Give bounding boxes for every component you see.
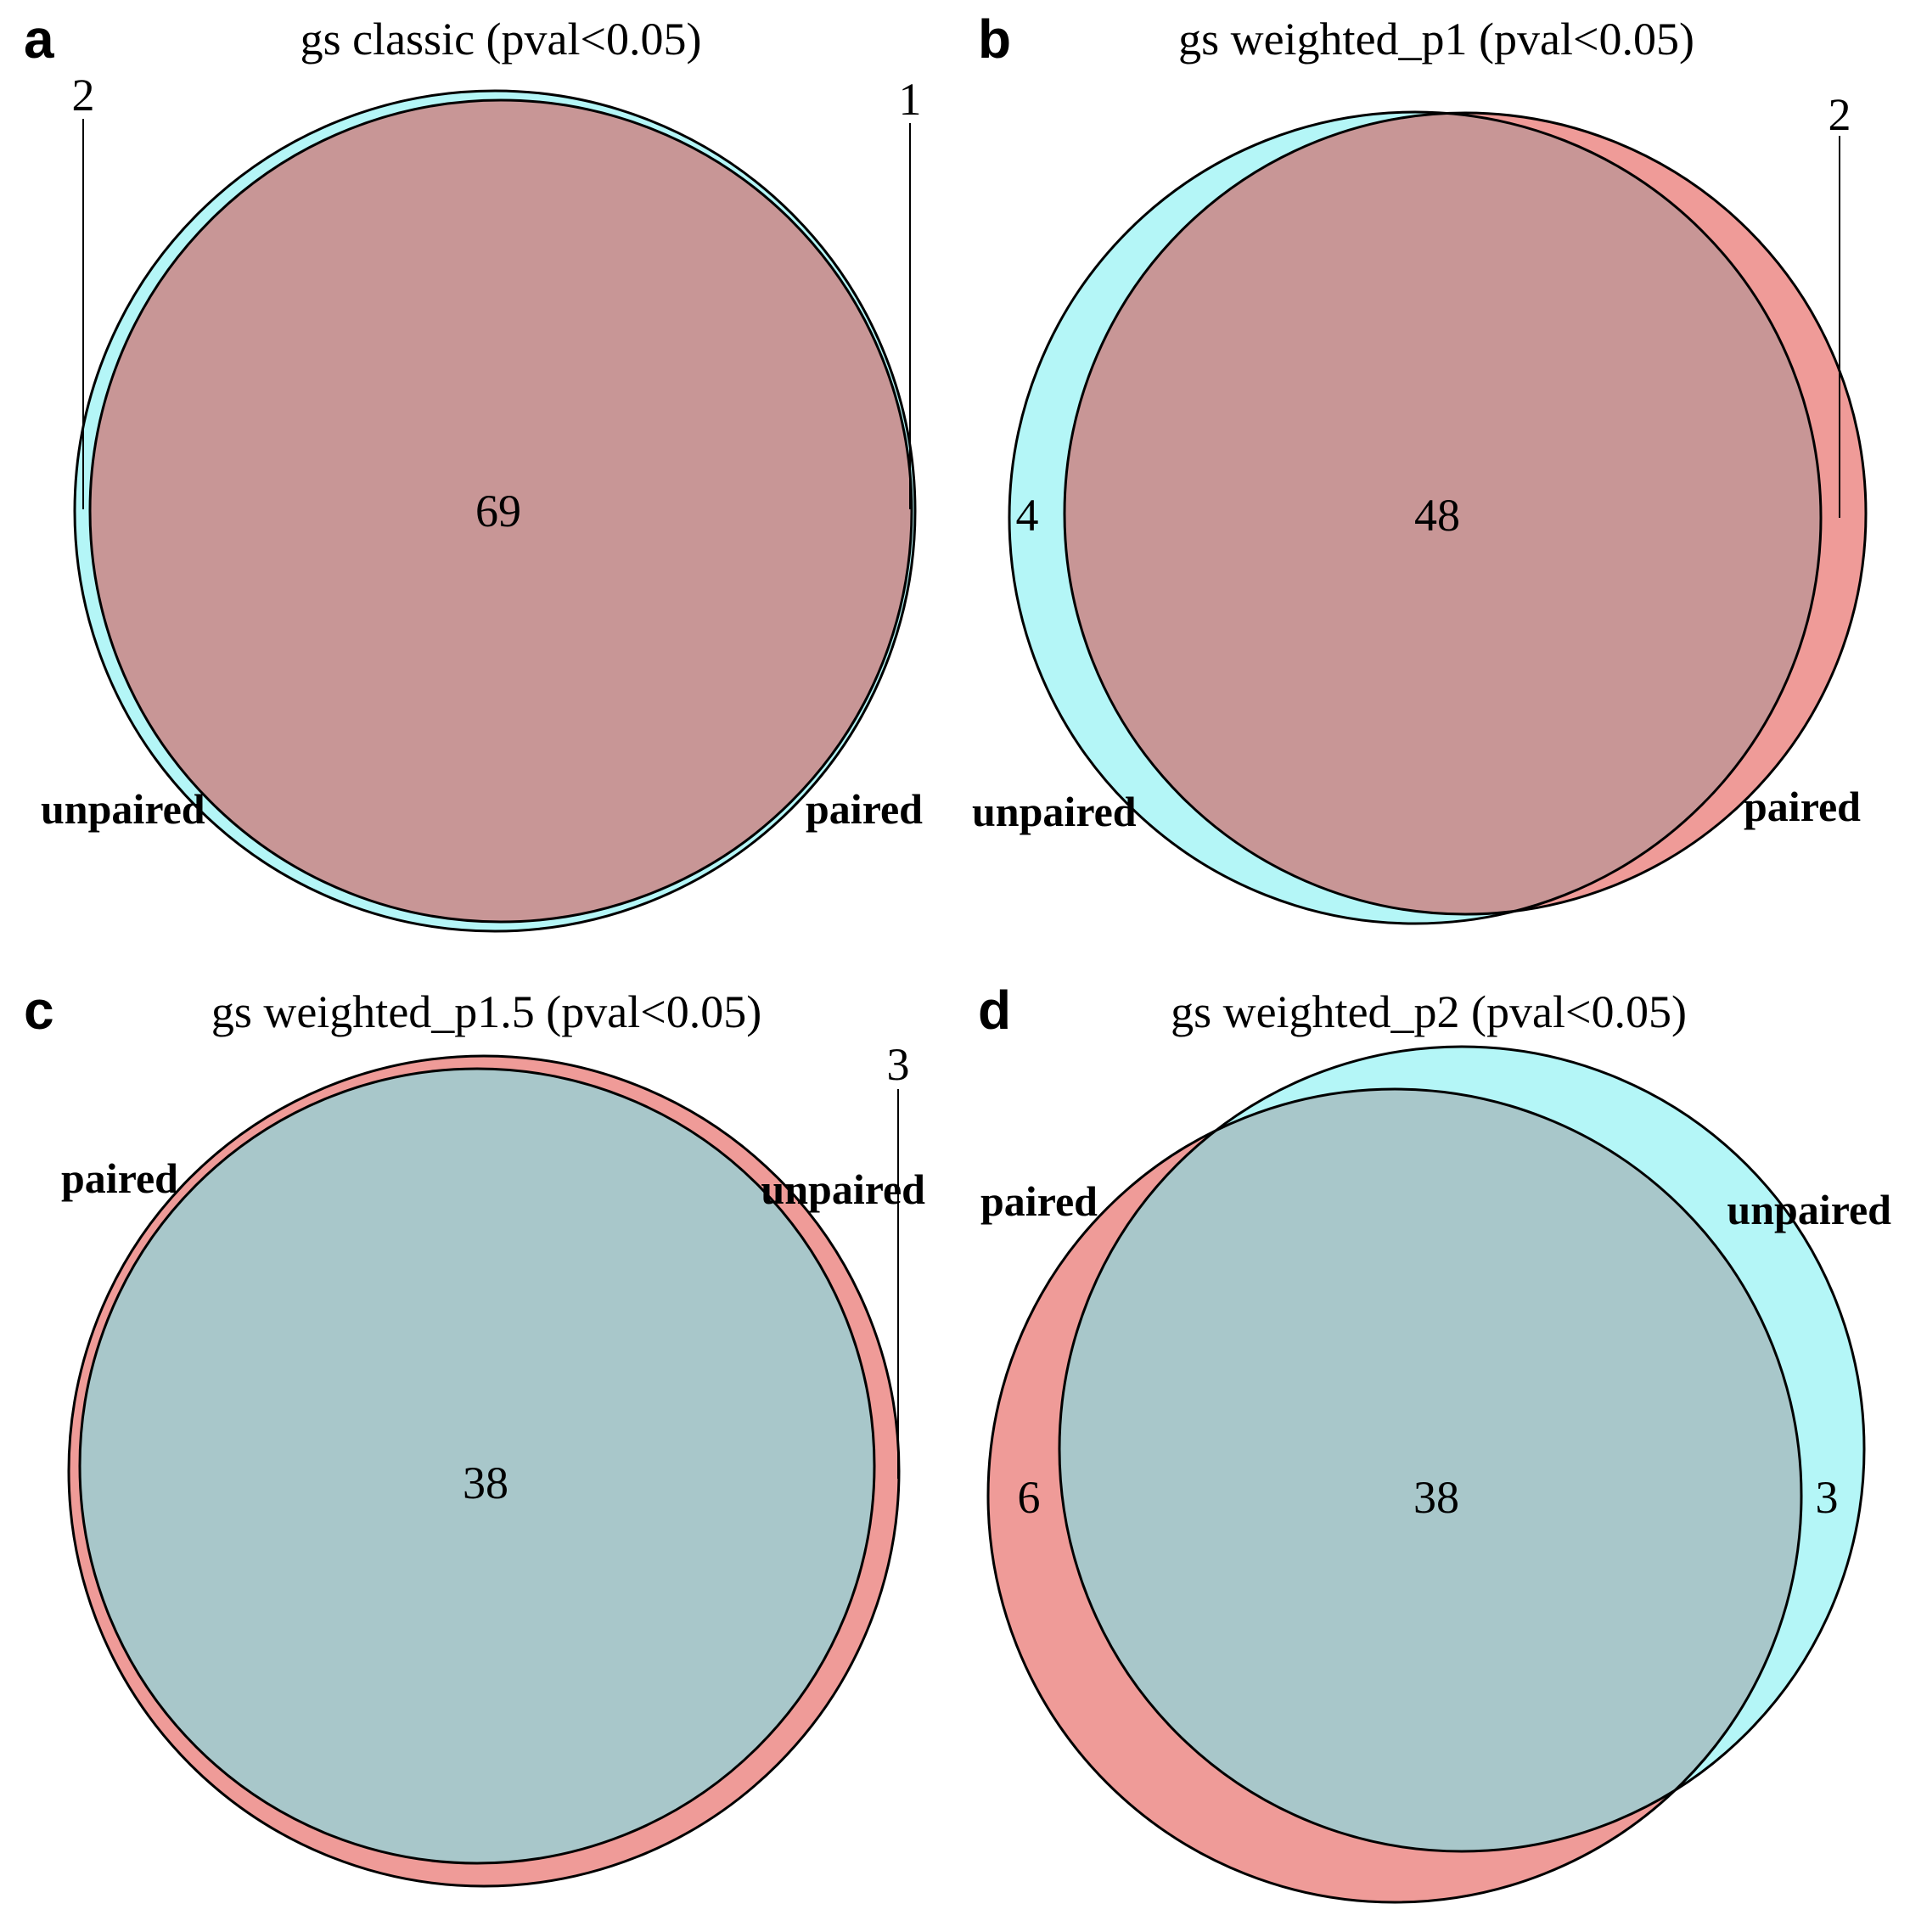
panel-title: gs weighted_p1 (pval<0.05) xyxy=(1178,14,1694,65)
overlap-region xyxy=(90,100,912,922)
panel-title: gs weighted_p1.5 (pval<0.05) xyxy=(211,986,761,1037)
paired-set-label: paired xyxy=(806,785,923,833)
panel-letter: a xyxy=(24,8,54,70)
venn-panel-b: b gs weighted_p1 (pval<0.05) 4 48 2 unpa… xyxy=(972,8,1868,925)
venn-panel-a: a gs classic (pval<0.05) 2 69 1 unpaired… xyxy=(24,8,923,933)
overlap-region xyxy=(1059,1089,1801,1851)
unpaired-outline xyxy=(78,1067,876,1865)
unpaired-set-label: unpaired xyxy=(1727,1186,1891,1233)
venn-panel-d: d gs weighted_p2 (pval<0.05) 6 38 3 pair… xyxy=(978,980,1891,1904)
unpaired-only-count: 3 xyxy=(1816,1472,1839,1523)
panel-letter: b xyxy=(978,8,1011,70)
unpaired-only-count: 2 xyxy=(72,70,95,121)
overlap-count: 48 xyxy=(1414,490,1460,541)
paired-outline xyxy=(88,98,913,924)
paired-outline xyxy=(986,1087,1803,1904)
overlap-region xyxy=(1065,113,1821,914)
unpaired-set-label: unpaired xyxy=(972,788,1137,835)
overlap-count: 38 xyxy=(1413,1472,1459,1523)
paired-set-label: paired xyxy=(61,1154,178,1202)
unpaired-outline xyxy=(1008,110,1823,925)
overlap-count: 69 xyxy=(475,486,521,536)
unpaired-outline xyxy=(73,89,917,933)
unpaired-set-label: unpaired xyxy=(761,1165,925,1213)
unpaired-only-count: 4 xyxy=(1016,490,1039,541)
paired-set-label: paired xyxy=(980,1177,1098,1225)
paired-only-count: 2 xyxy=(1829,89,1851,140)
panel-letter: c xyxy=(24,980,54,1041)
venn-panel-c: c gs weighted_p1.5 (pval<0.05) 38 3 pair… xyxy=(24,980,925,1888)
unpaired-outline xyxy=(1058,1045,1866,1853)
panel-letter: d xyxy=(978,980,1011,1041)
paired-only-count: 6 xyxy=(1018,1472,1041,1523)
unpaired-only-count: 3 xyxy=(887,1039,910,1090)
overlap-region xyxy=(80,1069,874,1863)
overlap-count: 38 xyxy=(463,1457,508,1508)
panel-title: gs weighted_p2 (pval<0.05) xyxy=(1171,986,1687,1037)
paired-only-count: 1 xyxy=(899,74,922,125)
paired-outline xyxy=(1063,111,1868,916)
paired-set-label: paired xyxy=(1744,783,1861,830)
unpaired-set-label: unpaired xyxy=(41,785,205,833)
panel-title: gs classic (pval<0.05) xyxy=(301,14,702,65)
